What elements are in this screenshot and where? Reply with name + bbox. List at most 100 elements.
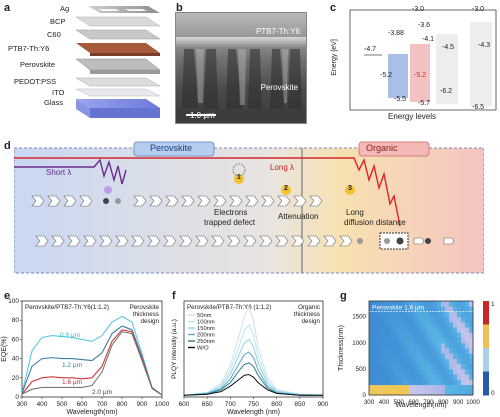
heatmap-cell xyxy=(421,311,426,318)
colorbar-segment xyxy=(483,371,489,377)
design-label: design xyxy=(140,318,159,325)
heatmap-cell xyxy=(369,306,374,312)
heatmap-cell xyxy=(469,342,474,349)
heatmap-cell xyxy=(449,311,454,318)
heatmap-cell xyxy=(425,389,430,396)
heatmap-cell xyxy=(457,358,462,365)
heatmap-cell xyxy=(465,379,470,386)
x-tick-label: 500 xyxy=(394,399,405,406)
sem-label-perovskite: Perovskite xyxy=(260,83,298,92)
heatmap-cell xyxy=(369,348,374,354)
x-tick-label: 700 xyxy=(225,401,236,408)
heatmap-cell xyxy=(421,389,426,396)
y-tick-label: 500 xyxy=(356,366,367,373)
heatmap-cell xyxy=(393,348,398,354)
legend-entry: 50nm xyxy=(197,313,212,319)
heatmap-cell xyxy=(405,342,410,349)
y-tick-label: 0 xyxy=(15,394,19,401)
curve-label: 2.0 μm xyxy=(92,389,112,396)
heatmap-cell xyxy=(461,348,466,354)
heatmap-cell xyxy=(401,384,406,391)
heatmap-cell xyxy=(377,332,382,339)
colorbar-tick: 1 xyxy=(491,301,495,308)
heatmap-cell xyxy=(385,348,390,354)
heatmap-cell xyxy=(437,337,442,344)
heatmap-cell xyxy=(385,316,390,323)
colorbar-segment xyxy=(483,352,489,358)
eqe-series-line xyxy=(21,329,163,396)
heatmap-cell xyxy=(389,321,394,328)
heatmap-cell xyxy=(377,301,382,307)
heatmap-cell xyxy=(377,358,382,365)
heatmap-cell xyxy=(369,384,374,391)
heatmap-cell xyxy=(441,306,446,312)
heatmap-cell xyxy=(421,348,426,354)
heatmap-cell xyxy=(369,342,374,349)
heatmap-cell xyxy=(429,358,434,365)
heatmap-cell xyxy=(409,311,414,318)
heatmap-cell xyxy=(401,389,406,396)
energy-axis-label: Energy [eV] xyxy=(330,39,338,76)
heatmap-cell xyxy=(401,374,406,380)
heatmap-cell xyxy=(453,389,458,396)
heatmap-cell xyxy=(385,374,390,380)
heatmap-cell xyxy=(413,311,418,318)
heatmap-cell xyxy=(437,374,442,380)
trapped-defect-label: trapped defect xyxy=(204,218,256,227)
design-label: thickness xyxy=(294,311,320,318)
heatmap-cell xyxy=(393,321,398,328)
colorbar-segment xyxy=(483,305,489,311)
curve-label: 1.6 μm xyxy=(62,379,82,386)
heatmap-cell xyxy=(405,374,410,380)
colorbar-tick: 0 xyxy=(491,390,495,397)
heatmap-cell xyxy=(393,332,398,339)
heatmap-cell xyxy=(429,306,434,312)
y-tick-label: 100 xyxy=(8,298,19,305)
heatmap-cell xyxy=(409,348,414,354)
colorbar-segment xyxy=(483,390,489,396)
heatmap-cell xyxy=(373,316,378,323)
heatmap-cell xyxy=(413,337,418,344)
energy-x-label: Energy levels xyxy=(388,112,437,121)
x-tick-label: 600 xyxy=(77,401,88,408)
heatmap-cell xyxy=(409,374,414,380)
curve-label: 1.2 μm xyxy=(62,362,82,369)
heatmap-cell xyxy=(461,306,466,312)
heatmap-cell xyxy=(377,342,382,349)
design-label: Organic xyxy=(298,304,320,311)
sem-grain-texture xyxy=(176,49,306,123)
heatmap-cell xyxy=(461,311,466,318)
heatmap-cell xyxy=(381,358,386,365)
heatmap-cell xyxy=(433,316,438,323)
layer-pedot xyxy=(75,77,161,87)
heatmap-cell xyxy=(413,342,418,349)
heatmap-cell xyxy=(453,306,458,312)
heatmap-cell xyxy=(457,311,462,318)
plqy-series-line xyxy=(183,338,324,396)
heatmap-cell xyxy=(457,389,462,396)
heatmap-cell xyxy=(425,342,430,349)
heatmap-cell xyxy=(433,389,438,396)
heatmap-cell xyxy=(409,327,414,333)
heatmap-cell xyxy=(381,306,386,312)
heatmap-cell xyxy=(453,311,458,318)
x-tick-label: 850 xyxy=(294,401,305,408)
energy-bar-ptaa xyxy=(388,54,408,98)
long-label: Long xyxy=(346,208,364,217)
x-tick-label: 1000 xyxy=(155,401,170,408)
heatmap-cell xyxy=(397,368,402,375)
heatmap-cell xyxy=(449,389,454,396)
x-tick-label: 600 xyxy=(179,401,190,408)
heatmap-cell xyxy=(401,306,406,312)
heatmap-cell xyxy=(437,311,442,318)
layer-label-bcp: BCP xyxy=(50,17,66,26)
heatmap-cell xyxy=(373,353,378,359)
heatmap-cell xyxy=(413,358,418,365)
heatmap-cell xyxy=(425,353,430,359)
heatmap-cell xyxy=(465,374,470,380)
heatmap-cell xyxy=(373,306,378,312)
y-axis-label: Thickness(nm) xyxy=(338,325,345,371)
heatmap-cell xyxy=(381,342,386,349)
heatmap-cell xyxy=(377,321,382,328)
